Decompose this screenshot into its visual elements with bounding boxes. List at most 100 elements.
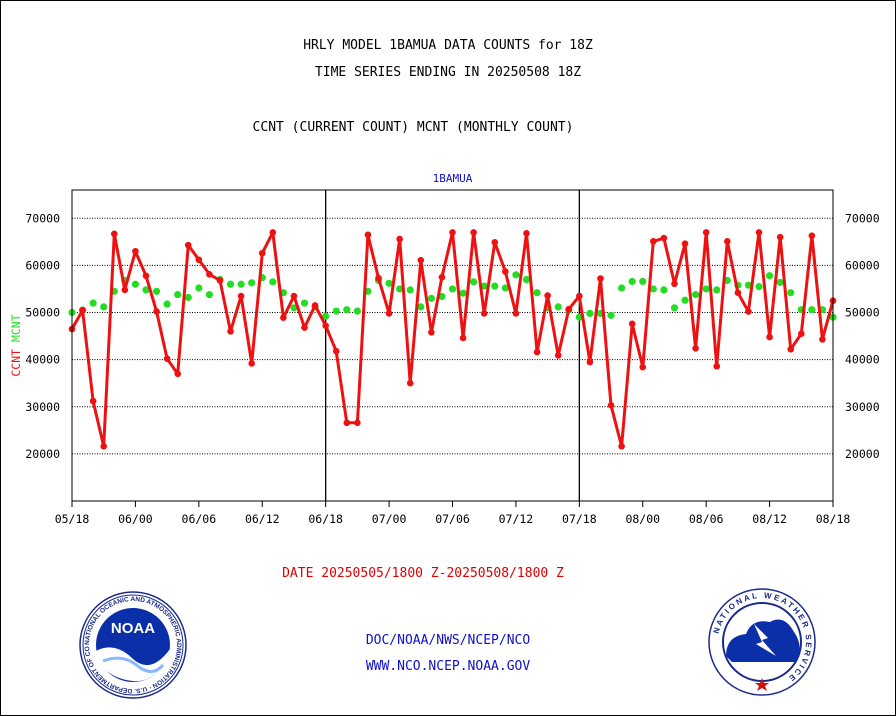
ccnt-point (354, 419, 361, 427)
ccnt-point (206, 271, 213, 278)
mcnt-point (787, 289, 795, 297)
ccnt-point (132, 247, 139, 255)
ccnt-point (628, 320, 636, 328)
mcnt-point (100, 303, 108, 311)
ccnt-point (554, 352, 562, 359)
ccnt-point (639, 363, 647, 371)
mcnt-point (691, 291, 700, 299)
y-tick-label-right: 20000 (845, 447, 880, 461)
mcnt-point (660, 286, 668, 294)
header-title-line3: CCNT (CURRENT COUNT) MCNT (MONTHLY COUNT… (252, 120, 574, 135)
mcnt-point (765, 272, 774, 280)
ccnt-point (428, 329, 435, 336)
ccnt-point (544, 292, 551, 299)
mcnt-point (512, 271, 520, 279)
ccnt-point (660, 234, 668, 242)
ccnt-point (269, 229, 277, 236)
ccnt-point (438, 273, 446, 281)
ccnt-point (100, 443, 108, 450)
mcnt-point (343, 306, 351, 314)
x-tick-label: 08/06 (689, 512, 724, 526)
mcnt-point (438, 292, 446, 301)
mcnt-point (522, 275, 531, 284)
ccnt-point (776, 233, 784, 241)
ccnt-point (258, 249, 266, 257)
mcnt-point (702, 285, 710, 293)
ccnt-point (142, 272, 150, 280)
ccnt-point (797, 330, 805, 338)
mcnt-point (480, 282, 488, 290)
x-tick-label: 07/18 (562, 512, 597, 526)
y-tick-label-right: 50000 (845, 306, 880, 320)
mcnt-point (618, 284, 626, 292)
mcnt-point (385, 279, 393, 287)
mcnt-point (163, 300, 171, 308)
ccnt-point (491, 239, 499, 246)
ccnt-point (385, 310, 393, 317)
ccnt-point (565, 305, 573, 313)
mcnt-point (248, 279, 256, 287)
ccnt-point (343, 419, 351, 427)
ccnt-point (480, 310, 488, 317)
mcnt-point (152, 287, 161, 295)
ccnt-point (650, 238, 657, 245)
ccnt-point (227, 328, 234, 335)
mcnt-point (639, 277, 647, 286)
noaa-logo-text: NOAA (111, 620, 155, 637)
mcnt-point (300, 299, 309, 307)
mcnt-point (755, 282, 763, 291)
ccnt-point (681, 240, 689, 248)
ccnt-point (311, 302, 319, 309)
mcnt-point (427, 294, 435, 302)
ccnt-point (597, 275, 604, 282)
ccnt-point (417, 256, 425, 264)
ccnt-point (174, 370, 181, 378)
mcnt-point (174, 291, 182, 299)
ccnt-point (216, 277, 224, 284)
mcnt-point (322, 312, 330, 320)
x-tick-label: 08/00 (625, 512, 660, 526)
mcnt-point (681, 296, 689, 304)
y-tick-label-right: 60000 (845, 258, 880, 272)
mcnt-point (195, 284, 203, 292)
mcnt-point (353, 307, 361, 315)
x-tick-label: 06/06 (182, 512, 217, 526)
mcnt-point (459, 289, 467, 297)
x-tick-label: 07/12 (499, 512, 534, 526)
noaa-logo: NOAA NATIONAL OCEANIC AND ATMOSPHERIC AD… (79, 591, 187, 699)
mcnt-point (649, 285, 657, 293)
y-tick-label-left: 30000 (25, 400, 60, 414)
ccnt-point (237, 292, 245, 300)
mcnt-point (554, 303, 562, 311)
ccnt-point (607, 402, 615, 409)
mcnt-point (332, 307, 340, 315)
ccnt-point (576, 292, 583, 300)
ccnt-point (766, 333, 773, 341)
y-tick-label-left: 60000 (25, 258, 60, 272)
y-axis-label-ccnt: CCNT (9, 342, 23, 377)
mcnt-point (586, 309, 594, 318)
ccnt-point (79, 306, 86, 314)
y-tick-label-left: 50000 (25, 306, 60, 320)
ccnt-point (332, 347, 340, 355)
x-tick-label: 07/00 (372, 512, 407, 526)
ccnt-line (70, 230, 835, 448)
chart-title: 1BAMUA (433, 172, 473, 185)
ccnt-point (280, 314, 287, 321)
mcnt-point (491, 282, 499, 290)
mcnt-point (808, 306, 816, 314)
mcnt-point (89, 299, 97, 307)
y-tick-label-right: 40000 (845, 353, 880, 367)
ccnt-point (724, 238, 731, 245)
mcnt-point (501, 284, 509, 292)
mcnt-point (776, 278, 784, 286)
x-tick-label: 08/18 (816, 512, 851, 526)
y-tick-label-left: 40000 (25, 353, 60, 367)
x-tick-label: 07/06 (435, 512, 470, 526)
ccnt-point (290, 292, 298, 300)
mcnt-point (205, 291, 214, 299)
website-link[interactable]: WWW.NCO.NCEP.NOAA.GOV (365, 659, 531, 674)
nws-logo: NATIONAL WEATHER SERVICE (708, 588, 816, 696)
ccnt-point (533, 348, 541, 356)
